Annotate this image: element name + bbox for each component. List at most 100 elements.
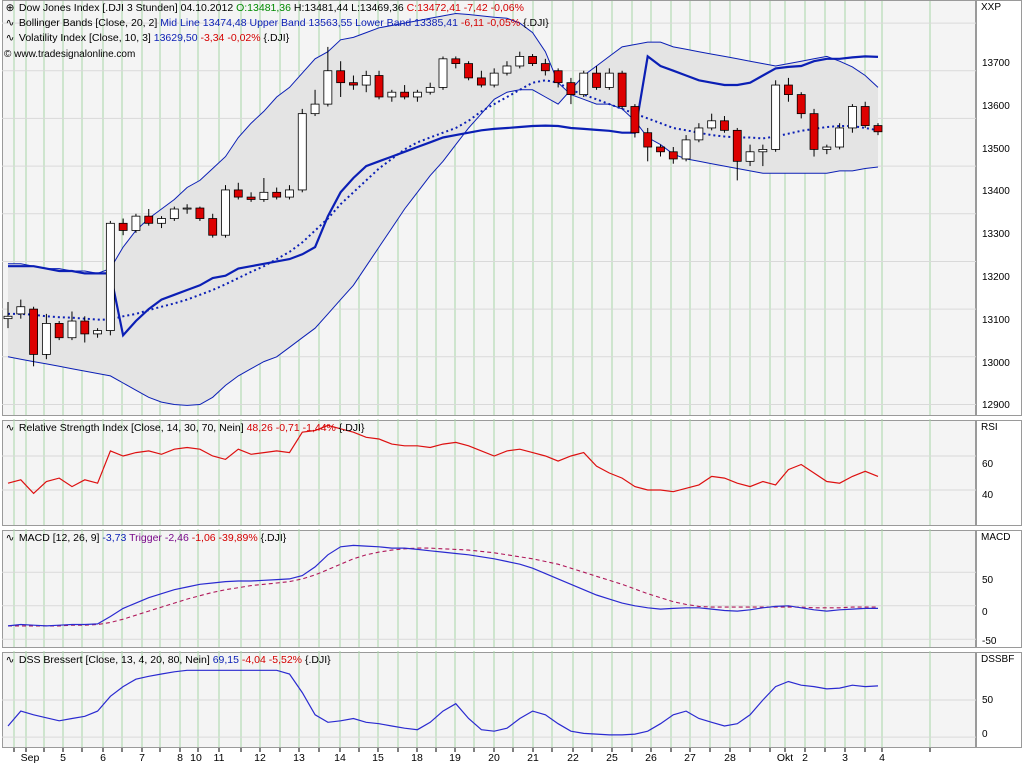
candle-up [681,139,691,160]
macd-trigger: Trigger -2,46 [129,532,189,544]
candle-down [617,72,627,107]
candle-up [41,323,51,355]
x-axis-label: 27 [684,752,696,764]
candle-down [732,129,742,162]
candle-up [221,189,230,236]
symbol-legend[interactable]: ⊕ Dow Jones Index [.DJI 3 Stunden] 04.10… [4,1,524,16]
rsi-scale[interactable] [976,420,1022,526]
macd-tick: 0 [982,607,988,618]
dss-name: DSS Bressert [Close, 13, 4, 20, 80, Nein… [18,654,210,666]
candle-down [336,70,346,84]
candle-down [29,308,38,355]
dss-scale[interactable] [976,652,1022,748]
dss-legend[interactable]: ∿ DSS Bressert [Close, 13, 4, 20, 80, Ne… [4,653,331,668]
symbol-name: Dow Jones Index [.DJI 3 Stunden] [18,2,178,14]
price-tick: 13600 [982,101,1010,112]
candle-down [860,106,870,126]
macd-line [7,544,878,627]
symbol-close: C:13472,41 -7,42 -0,06% [406,2,524,14]
candle-up [285,189,294,198]
line-indicator-icon: ∿ [5,422,15,434]
macd-name: MACD [12, 26, 9] [18,532,100,544]
candle-down [784,84,793,95]
lower-band-line [7,41,879,406]
candle-up [694,127,704,141]
candle-down [195,207,205,219]
copyright-label[interactable]: © www.tradesignalonline.com [4,49,136,60]
candle-down [374,75,384,98]
line-indicator-icon: ∿ [5,654,15,666]
candle-down [873,125,883,133]
macd-change: -1,06 -39,89% [191,532,258,544]
x-axis-label: 19 [449,752,461,764]
price-tick: 13100 [982,315,1010,326]
x-axis-label: 4 [879,752,885,764]
price-tick: 12900 [982,400,1010,411]
bollinger-symbol: {.DJI} [523,17,549,29]
volatility-symbol: {.DJI} [263,32,290,44]
x-axis-label: 22 [567,752,579,764]
candle-icon: ⊕ [5,2,15,14]
dss-tick: 0 [982,729,988,740]
candle-up [413,91,422,98]
candle-up [848,106,857,129]
candle-up [182,207,192,210]
candle-up [3,315,13,320]
candle-up [310,103,320,115]
price-scale[interactable] [976,0,1022,416]
macd-value: -3,73 [102,532,127,544]
x-axis-label: 26 [645,752,657,764]
candle-down [630,106,640,134]
macd-pane[interactable] [2,530,976,648]
candle-down [272,191,282,198]
volatility-legend[interactable]: ∿ Volatility Index [Close, 10, 3] 13629,… [4,31,290,46]
candle-up [67,320,77,339]
x-axis-label: 13 [293,752,305,764]
candle-up [745,151,755,162]
candle-down [464,63,473,79]
candle-up [297,113,307,191]
x-axis-label: 8 [177,752,183,764]
macd-legend[interactable]: ∿ MACD [12, 26, 9] -3,73 Trigger -2,46 -… [4,531,287,546]
dss-change: -4,04 -5,52% [241,654,303,666]
line-indicator-icon: ∿ [5,17,15,29]
candle-down [54,323,64,339]
candle-down [809,113,819,150]
macd-tick: -50 [982,636,997,647]
candle-up [515,56,525,67]
dss-symbol: {.DJI} [304,654,331,666]
x-axis-label: 11 [213,752,225,764]
candle-up [438,58,448,88]
x-axis-label: 2 [802,752,808,764]
x-axis-label: 15 [372,752,384,764]
x-axis-label: 7 [139,752,145,764]
volatility-value: 13629,50 [153,32,198,44]
candle-down [400,91,410,98]
x-axis-label: 18 [411,752,423,764]
price-scale-label: XXP [981,2,1002,13]
candle-down [208,218,218,236]
candle-down [566,82,576,95]
x-axis-label: 5 [60,752,66,764]
candle-down [476,77,486,86]
candle-down [796,94,806,115]
rsi-legend[interactable]: ∿ Relative Strength Index [Close, 14, 30… [4,421,365,436]
candle-down [246,196,256,200]
x-axis-label: 3 [842,752,848,764]
bollinger-legend[interactable]: ∿ Bollinger Bands [Close, 20, 2] Mid Lin… [4,16,549,31]
x-axis-label: 12 [254,752,266,764]
dss-scale-label: DSSBF [981,654,1015,665]
dss-value: 69,15 [212,654,239,666]
candle-up [502,65,512,74]
candle-down [118,222,128,231]
candle-down [233,189,243,198]
candle-up [822,146,832,150]
candle-up [835,127,845,148]
macd-scale[interactable] [976,530,1022,648]
x-axis-label: 10 [190,752,202,764]
candle-up [707,120,717,129]
x-axis-label: Okt [776,752,794,764]
rsi-scale-label: RSI [981,422,998,433]
rsi-tick: 40 [982,490,994,501]
x-axis-label: 25 [606,752,618,764]
